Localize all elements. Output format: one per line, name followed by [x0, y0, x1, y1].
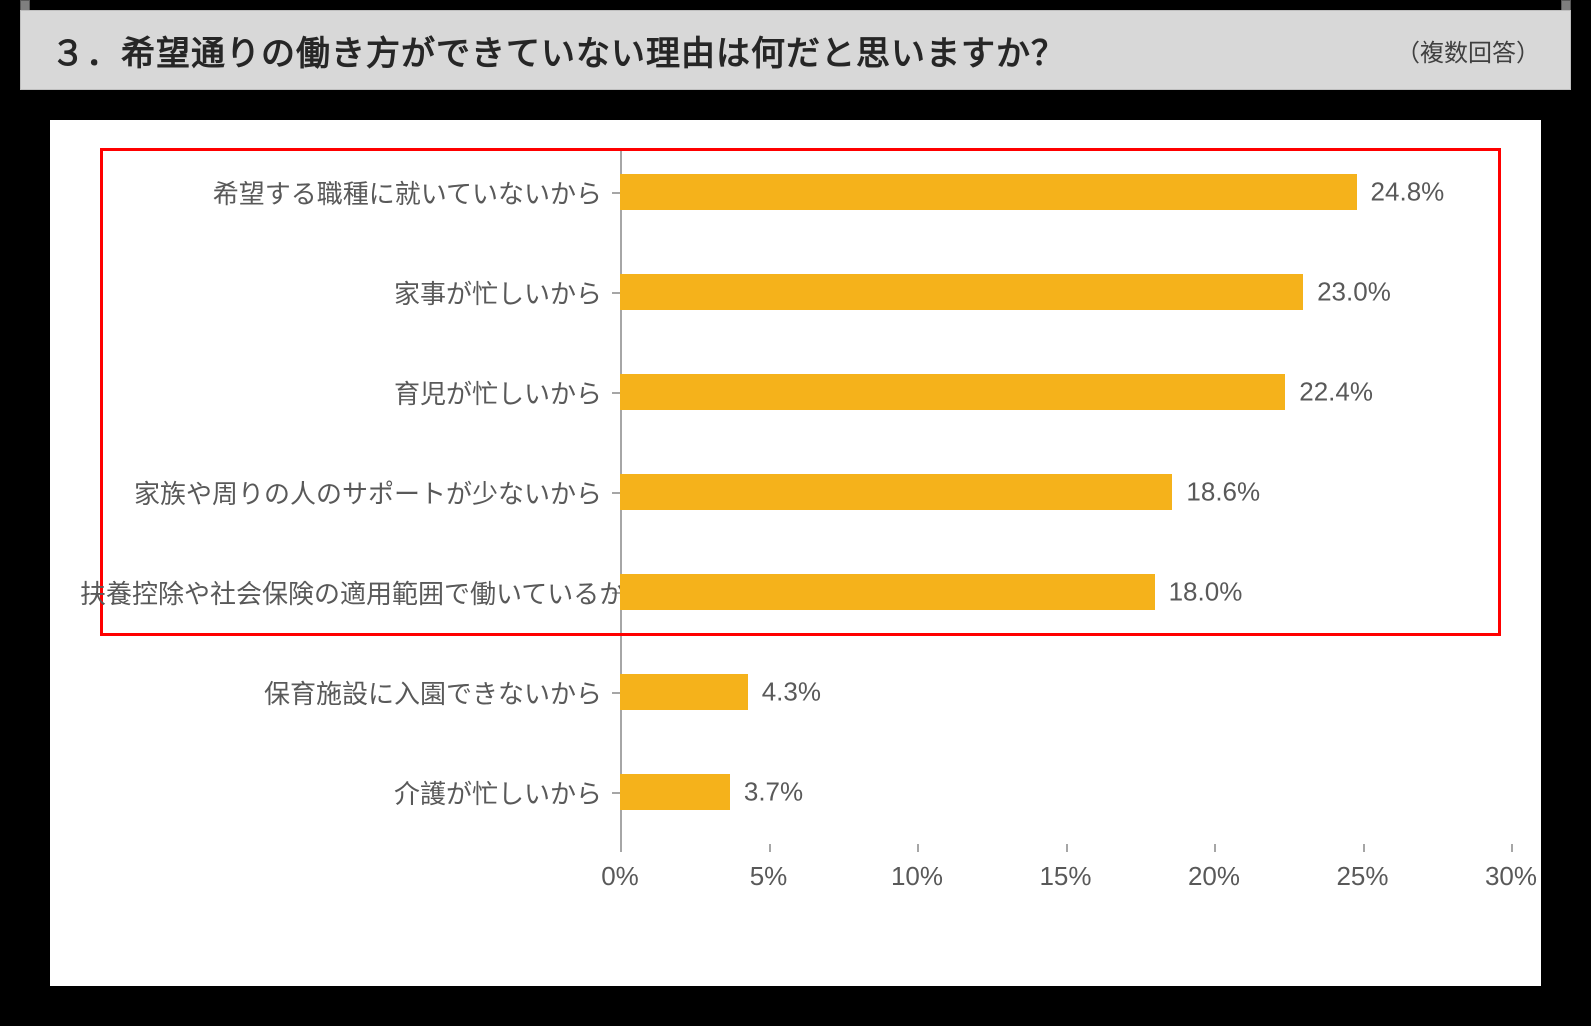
x-tick-label: 20%	[1188, 861, 1240, 892]
bar	[620, 674, 748, 710]
value-label: 18.0%	[1169, 577, 1243, 608]
category-label: 家事が忙しいから	[80, 274, 620, 311]
value-label: 24.8%	[1371, 177, 1445, 208]
x-tick	[1511, 844, 1513, 852]
value-label: 23.0%	[1317, 277, 1391, 308]
plot-cell: 24.8%	[620, 170, 1511, 214]
category-label: 扶養控除や社会保険の適用範囲で働いているから	[80, 574, 620, 611]
value-label: 3.7%	[744, 777, 803, 808]
x-tick	[1066, 844, 1068, 852]
slide: ３．希望通りの働き方ができていない理由は何だと思いますか？ （複数回答） 0% 5…	[0, 0, 1591, 1026]
category-label: 希望する職種に就いていないから	[80, 174, 620, 211]
plot-cell: 18.0%	[620, 570, 1511, 614]
plot-cell: 3.7%	[620, 770, 1511, 814]
chart-row: 家事が忙しいから 23.0%	[80, 270, 1511, 314]
value-label: 4.3%	[762, 677, 821, 708]
x-tick-label: 5%	[750, 861, 788, 892]
chart-row: 育児が忙しいから 22.4%	[80, 370, 1511, 414]
category-label: 保育施設に入園できないから	[80, 674, 620, 711]
value-label: 22.4%	[1299, 377, 1373, 408]
chart-row: 扶養控除や社会保険の適用範囲で働いているから 18.0%	[80, 570, 1511, 614]
x-tick	[769, 844, 771, 852]
title-bar: ３．希望通りの働き方ができていない理由は何だと思いますか？ （複数回答）	[20, 10, 1571, 90]
x-tick-label: 15%	[1039, 861, 1091, 892]
chart-row: 保育施設に入園できないから 4.3%	[80, 670, 1511, 714]
category-label: 介護が忙しいから	[80, 774, 620, 811]
category-label: 育児が忙しいから	[80, 374, 620, 411]
plot-cell: 22.4%	[620, 370, 1511, 414]
x-tick	[1363, 844, 1365, 852]
bar	[620, 774, 730, 810]
bar	[620, 474, 1172, 510]
bar	[620, 174, 1357, 210]
plot-cell: 23.0%	[620, 270, 1511, 314]
x-tick	[1214, 844, 1216, 852]
x-tick-label: 25%	[1336, 861, 1388, 892]
x-tick	[917, 844, 919, 852]
question-subtitle: （複数回答）	[1396, 33, 1540, 68]
value-label: 18.6%	[1186, 477, 1260, 508]
bar	[620, 274, 1303, 310]
chart-row: 介護が忙しいから 3.7%	[80, 770, 1511, 814]
plot-cell: 18.6%	[620, 470, 1511, 514]
chart-row: 希望する職種に就いていないから 24.8%	[80, 170, 1511, 214]
chart-panel: 0% 5% 10% 15% 20% 25% 30% 希望する職種に就いていないから 24.8%…	[50, 120, 1541, 986]
x-tick	[620, 844, 622, 852]
x-tick-label: 30%	[1485, 861, 1537, 892]
plot-cell: 4.3%	[620, 670, 1511, 714]
x-tick-label: 10%	[891, 861, 943, 892]
x-tick-label: 0%	[601, 861, 639, 892]
question-title: ３．希望通りの働き方ができていない理由は何だと思いますか？	[51, 26, 1396, 75]
bar	[620, 574, 1155, 610]
bar	[620, 374, 1285, 410]
chart: 0%5%10%15%20%25%30% 希望する職種に就いていないから24.8%…	[80, 150, 1511, 966]
chart-row: 家族や周りの人のサポートが少ないから 18.6%	[80, 470, 1511, 514]
category-label: 家族や周りの人のサポートが少ないから	[80, 474, 620, 511]
